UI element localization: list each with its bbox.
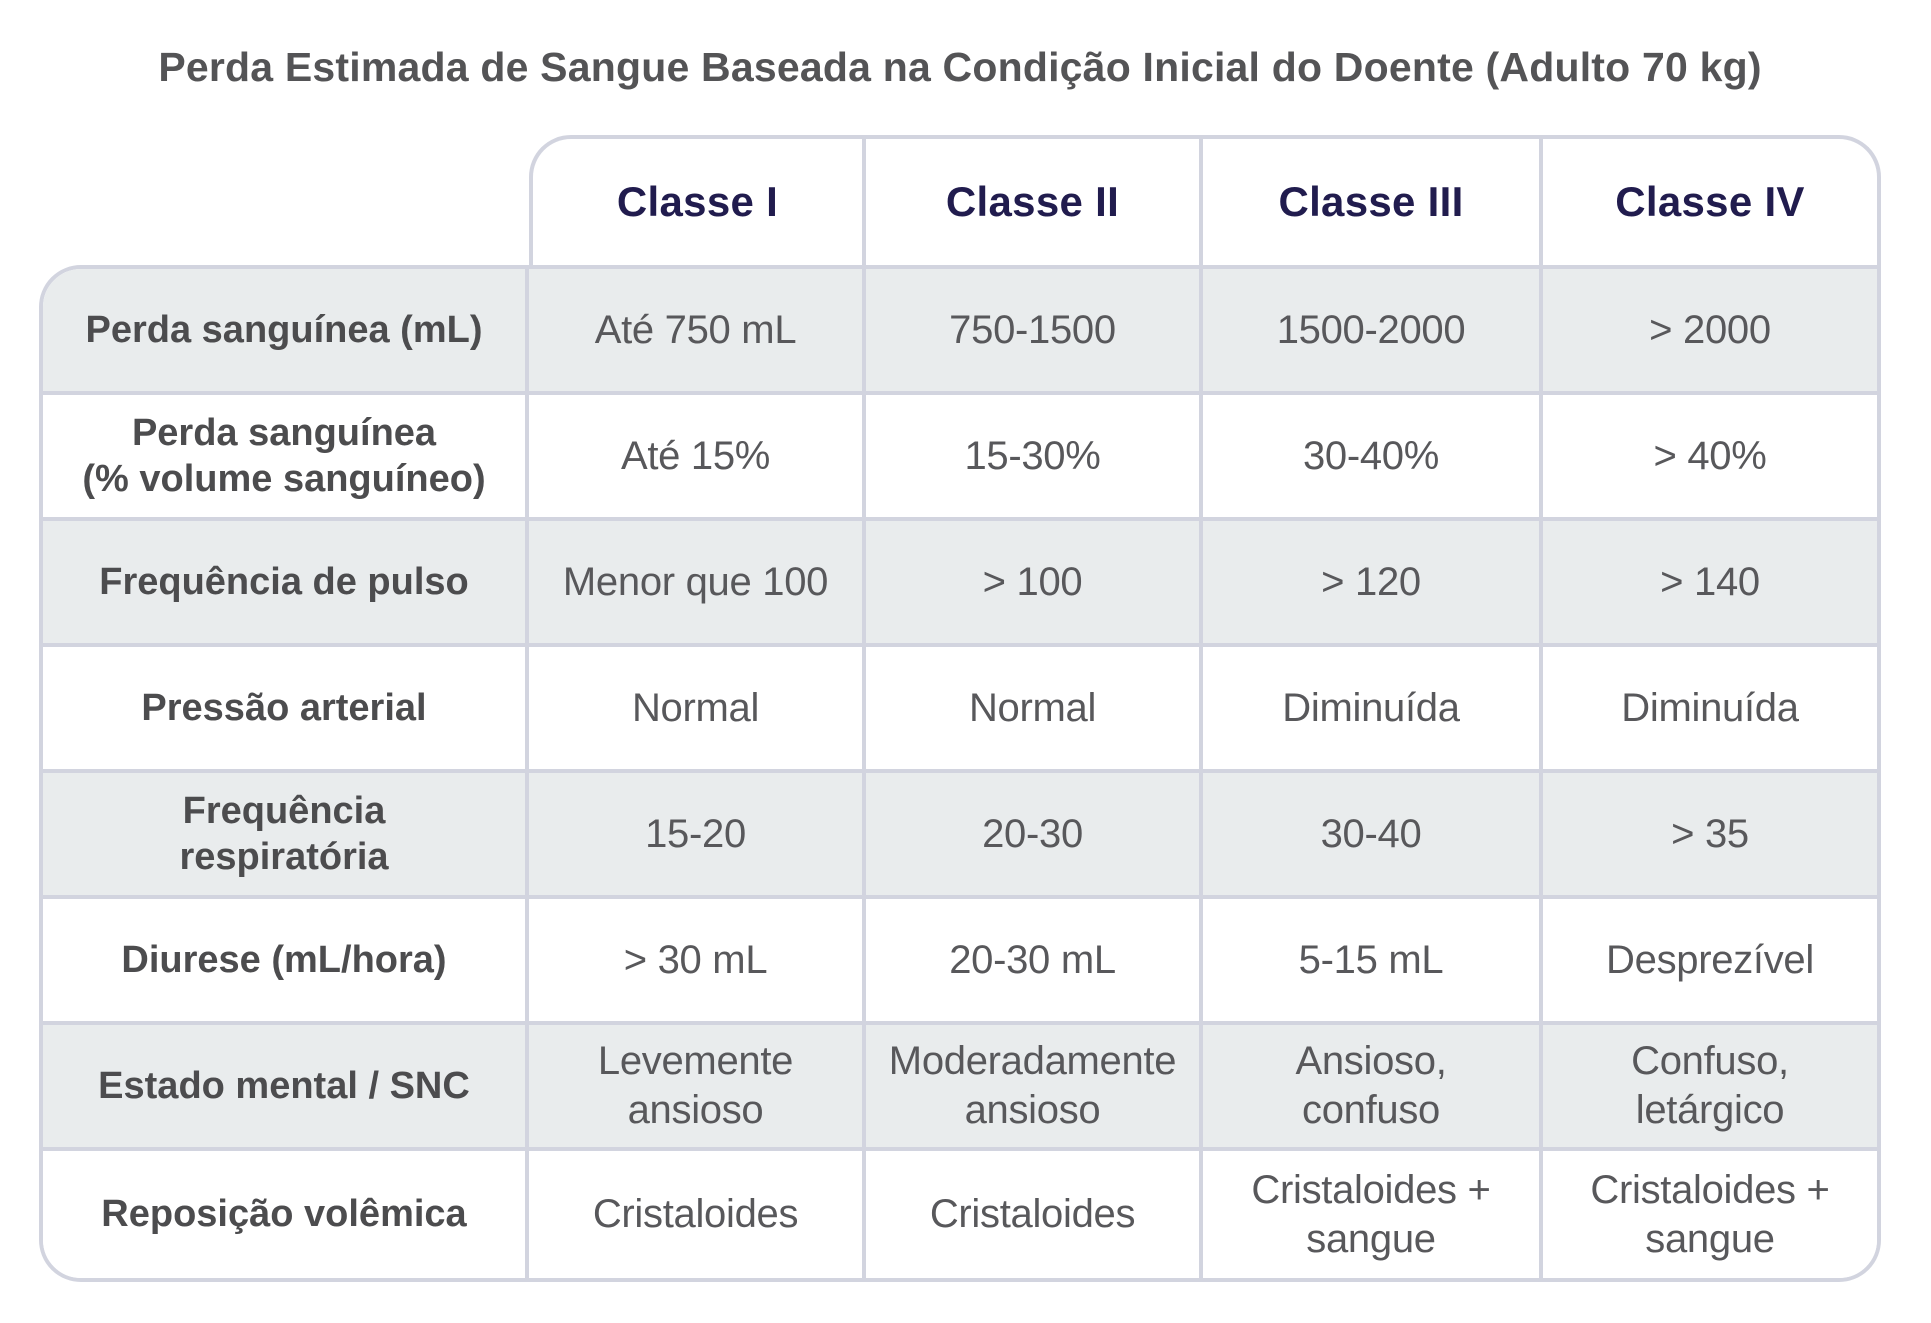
table-cell: Até 750 mL <box>529 269 866 395</box>
column-header-classe-iii: Classe III <box>1203 139 1543 265</box>
table-cell: Cristaloides <box>529 1151 866 1278</box>
table-cell: 20-30 mL <box>866 899 1203 1025</box>
table-cell: > 40% <box>1543 395 1877 521</box>
table-cell: Diminuída <box>1543 647 1877 773</box>
table-cell: > 140 <box>1543 521 1877 647</box>
row-label: Reposição volêmica <box>43 1151 529 1278</box>
table-cell: 30-40% <box>1203 395 1543 521</box>
table-cell: > 35 <box>1543 773 1877 899</box>
table-cell: 30-40 <box>1203 773 1543 899</box>
table-cell: 15-30% <box>866 395 1203 521</box>
table-cell: Ansioso, confuso <box>1203 1025 1543 1151</box>
table-cell: 5-15 mL <box>1203 899 1543 1025</box>
column-header-classe-i: Classe I <box>533 139 866 265</box>
table-header-row: Classe I Classe II Classe III Classe IV <box>529 135 1881 265</box>
table-cell: Cristaloides <box>866 1151 1203 1278</box>
table-cell: Menor que 100 <box>529 521 866 647</box>
table-cell: Até 15% <box>529 395 866 521</box>
table-cell: Cristaloides + sangue <box>1203 1151 1543 1278</box>
row-label: Perda sanguínea (% volume sanguíneo) <box>43 395 529 521</box>
table-body: Perda sanguínea (mL) Até 750 mL 750-1500… <box>39 265 1881 1282</box>
table-cell: Diminuída <box>1203 647 1543 773</box>
table-cell: Moderadamente ansioso <box>866 1025 1203 1151</box>
table-cell: Normal <box>866 647 1203 773</box>
row-label: Diurese (mL/hora) <box>43 899 529 1025</box>
table-cell: 1500-2000 <box>1203 269 1543 395</box>
table-title: Perda Estimada de Sangue Baseada na Cond… <box>158 44 1762 90</box>
row-label: Estado mental / SNC <box>43 1025 529 1151</box>
table-cell: > 2000 <box>1543 269 1877 395</box>
table-cell: 750-1500 <box>866 269 1203 395</box>
table-cell: Normal <box>529 647 866 773</box>
column-header-classe-iv: Classe IV <box>1615 178 1805 225</box>
table-cell: Desprezível <box>1543 899 1877 1025</box>
column-header-classe-ii: Classe II <box>866 139 1203 265</box>
row-label: Frequência respiratória <box>43 773 529 899</box>
table-cell: > 30 mL <box>529 899 866 1025</box>
blood-loss-table: Classe I Classe II Classe III Classe IV … <box>39 135 1881 1282</box>
row-label: Frequência de pulso <box>43 521 529 647</box>
table-cell: Cristaloides + sangue <box>1543 1151 1877 1278</box>
table-cell: > 100 <box>866 521 1203 647</box>
table-cell: 20-30 <box>866 773 1203 899</box>
table-cell: Levemente ansioso <box>529 1025 866 1151</box>
table-cell: > 120 <box>1203 521 1543 647</box>
table-cell: Confuso, letárgico <box>1543 1025 1877 1151</box>
table-cell: 15-20 <box>529 773 866 899</box>
row-label: Pressão arterial <box>43 647 529 773</box>
row-label: Perda sanguínea (mL) <box>43 269 529 395</box>
